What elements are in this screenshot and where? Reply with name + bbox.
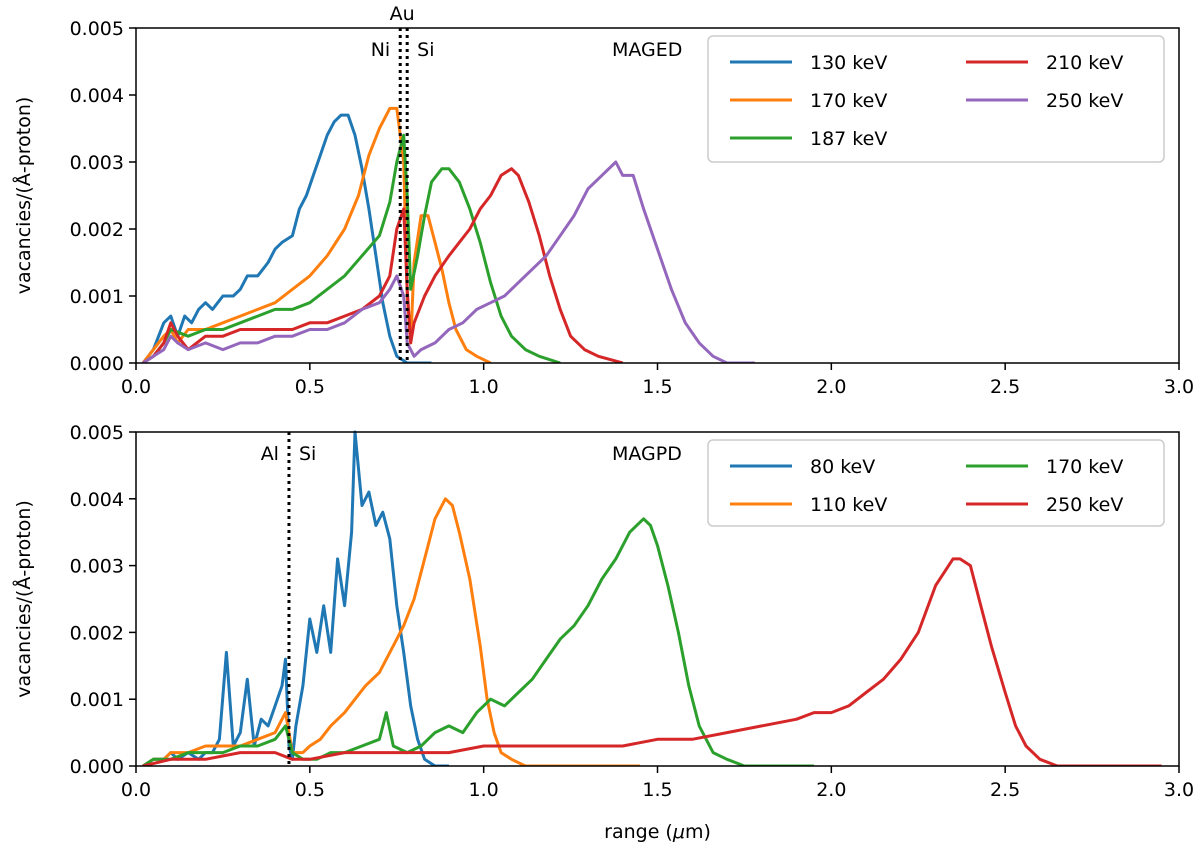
panel2-series-line-170-kev bbox=[142, 517, 814, 766]
panel1-x-tick-label: 0.0 bbox=[121, 376, 151, 398]
panel1-legend-box bbox=[707, 35, 1165, 163]
panel2-x-tick-label: 3.0 bbox=[1164, 779, 1194, 801]
panel1-x-tick-label: 2.0 bbox=[816, 376, 846, 398]
panel1-series-line-210-kev bbox=[142, 167, 624, 363]
panel1-y-tick-label: 0.005 bbox=[70, 18, 124, 40]
panel2-boundary-label-left: Al bbox=[261, 443, 279, 465]
panel1-y-tick-label: 0.002 bbox=[70, 219, 124, 241]
panel1-annotation: MAGED bbox=[612, 39, 682, 61]
panel1-series-line-250-kev bbox=[142, 160, 755, 363]
panel2-y-axis-label: vacancies/(Å-proton) bbox=[12, 500, 35, 698]
panel1-series-line-130-kev bbox=[141, 113, 432, 363]
panel2-series-line-110-kev bbox=[142, 497, 641, 766]
panel1-x-tick-label: 1.5 bbox=[642, 376, 672, 398]
panel1-y-tick-label: 0.000 bbox=[70, 353, 124, 375]
panel1-legend-label: 130 keV bbox=[810, 52, 887, 74]
panel2-y-tick-label: 0.005 bbox=[70, 422, 124, 444]
panel1-x-tick-label: 1.0 bbox=[469, 376, 499, 398]
panel2-legend-label: 110 keV bbox=[810, 494, 887, 516]
panel1-boundary-label-top: Au bbox=[390, 3, 415, 25]
panel2-legend-box bbox=[707, 439, 1165, 527]
panel1-legend-label: 210 keV bbox=[1046, 52, 1123, 74]
panel1-y-axis-label: vacancies/(Å-proton) bbox=[12, 97, 35, 295]
panel2-legend-label: 80 keV bbox=[810, 456, 875, 478]
panel1-x-tick-label: 0.5 bbox=[295, 376, 325, 398]
panel1-boundary-label-left: Ni bbox=[371, 39, 391, 61]
panel1-legend-label: 250 keV bbox=[1046, 90, 1123, 112]
panel2-x-tick-label: 1.0 bbox=[469, 779, 499, 801]
panel1-boundary-label-right: Si bbox=[417, 39, 434, 61]
panel1-x-tick-label: 2.5 bbox=[990, 376, 1020, 398]
panel2-series-line-250-kev bbox=[142, 557, 1162, 766]
panel1-series-line-187-kev bbox=[142, 133, 561, 363]
panel2-boundary-label-right: Si bbox=[299, 443, 316, 465]
panel2-legend-label: 170 keV bbox=[1046, 456, 1123, 478]
panel2-legend-label: 250 keV bbox=[1046, 494, 1123, 516]
panel1-x-tick-label: 3.0 bbox=[1164, 376, 1194, 398]
panel2-y-tick-label: 0.002 bbox=[70, 622, 124, 644]
panel2-annotation: MAGPD bbox=[612, 443, 682, 465]
panel2-x-tick-label: 0.5 bbox=[295, 779, 325, 801]
panel2-x-tick-label: 0.0 bbox=[121, 779, 151, 801]
panel1-legend-label: 170 keV bbox=[810, 90, 887, 112]
panel2-x-axis-label: range (μm) bbox=[604, 821, 711, 843]
panel1-y-tick-label: 0.003 bbox=[70, 152, 124, 174]
panel2-y-tick-label: 0.003 bbox=[70, 556, 124, 578]
panel2-x-tick-label: 2.5 bbox=[990, 779, 1020, 801]
panel1-legend-label: 187 keV bbox=[810, 128, 887, 150]
panel1-y-tick-label: 0.004 bbox=[70, 85, 124, 107]
panel2-x-tick-label: 2.0 bbox=[816, 779, 846, 801]
panel2-y-tick-label: 0.004 bbox=[70, 489, 124, 511]
panel1-y-tick-label: 0.001 bbox=[70, 286, 124, 308]
panel2-x-tick-label: 1.5 bbox=[642, 779, 672, 801]
panel2-y-tick-label: 0.000 bbox=[70, 756, 124, 778]
panel1-series-line-170-kev bbox=[141, 106, 492, 363]
panel2-series-line-80-kev bbox=[142, 430, 449, 766]
panel2-y-tick-label: 0.001 bbox=[70, 689, 124, 711]
